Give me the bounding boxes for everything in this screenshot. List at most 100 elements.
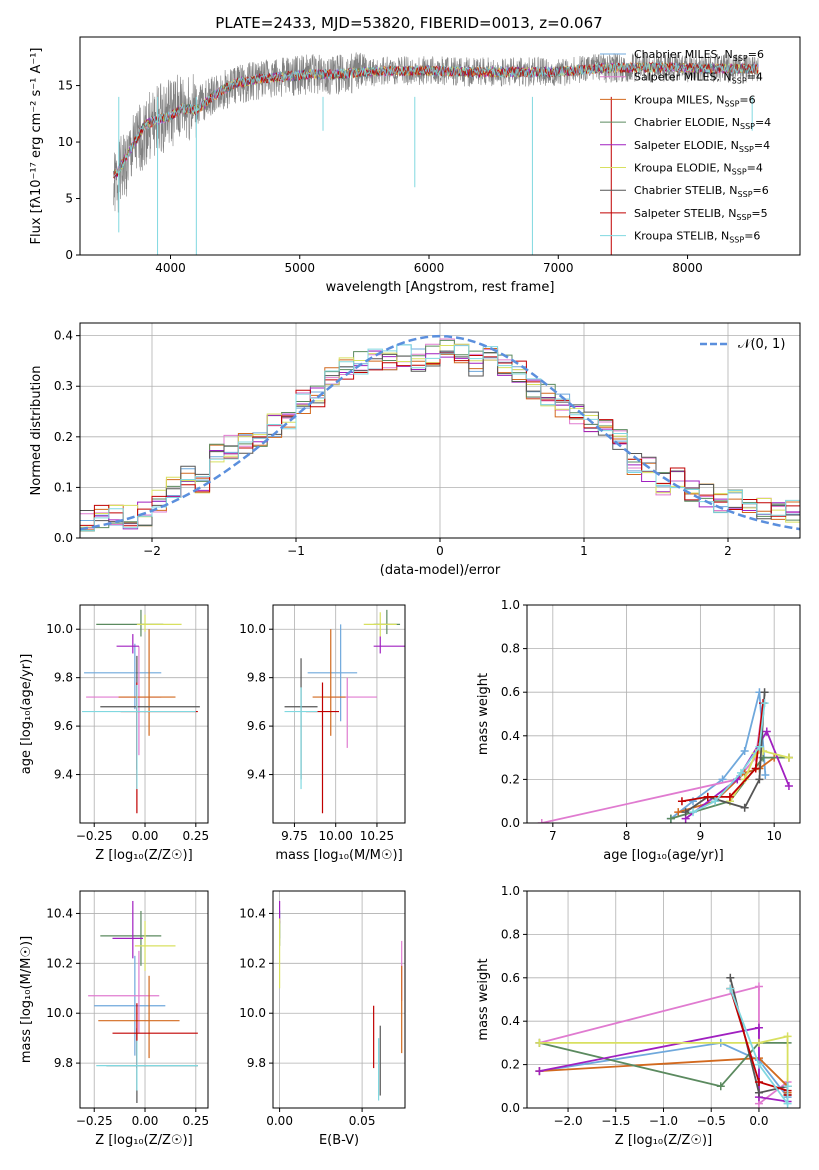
y-tick-label: 0.1: [54, 480, 73, 494]
panel-age-vs-mass: 9.75 10.00 10.25 9.4 9.6 9.8 10.0 mass [log₁₀(M…: [239, 604, 406, 863]
panel-mass-vs-EBV: 0.00 0.05 9.8 10.0 10.2 10.4 E(B-V): [239, 890, 406, 1148]
y-tick-label: 0.8: [501, 642, 520, 656]
x-axis-label: Z [log₁₀(Z/Z☉)]: [95, 848, 192, 863]
legend-label: Chabrier STELIB, NSSP=6: [634, 184, 769, 199]
x-axis-label: Z [log₁₀(Z/Z☉)]: [95, 1133, 192, 1148]
axes-frame: [79, 322, 801, 539]
panel-mass-weight-vs-age: 7 8 9 10 0.0 0.2 0.4 0.6 0.8 1.0 age [log₁₀(age/yr…: [476, 598, 801, 863]
y-tick-label: 15: [58, 79, 73, 93]
panel-mass-weight-vs-Z: −2.0 −1.5 −1.0 −0.5 0.0 0.0 0.2 0.4 0.6 0.8 1.0 Z […: [476, 884, 801, 1148]
weight-line: [539, 1041, 789, 1098]
plot-area: [279, 900, 403, 1101]
y-tick-label: 10.0: [239, 622, 266, 636]
y-tick-label: 0.0: [501, 1101, 520, 1115]
x-tick-label: 5000: [284, 261, 315, 275]
legend-label-subscript: SSP: [740, 122, 755, 131]
plot-area: [113, 52, 759, 255]
x-tick-label: 0.05: [349, 1114, 376, 1128]
weight-line: [685, 692, 766, 813]
y-tick-label: 0.2: [501, 1058, 520, 1072]
y-tick-label: 0.4: [501, 1014, 520, 1028]
axes-frame: [272, 604, 406, 824]
y-tick-label: 0.4: [501, 729, 520, 743]
x-tick-label: −0.5: [697, 1114, 726, 1128]
y-tick-label: 9.8: [247, 1056, 266, 1070]
y-axis-label: Flux [fλ10⁻¹⁷ erg cm⁻² s⁻¹ A⁻¹]: [29, 48, 44, 245]
weight-point: [666, 814, 675, 823]
legend-label: Chabrier MILES, NSSP=6: [634, 48, 764, 63]
x-tick-label: 8: [623, 829, 631, 843]
legend-label: Kroupa MILES, NSSP=6: [634, 93, 756, 108]
normal-curve: [80, 334, 800, 531]
weight-line: [681, 702, 765, 803]
legend-label-subscript: SSP: [729, 236, 744, 245]
y-tick-label: 0.0: [501, 816, 520, 830]
axes-frame: [526, 604, 801, 824]
plot-area: [82, 609, 200, 814]
x-tick-label: −2.0: [553, 1114, 582, 1128]
observed-spectrum-line: [113, 52, 759, 213]
legend-label-subscript: SSP: [738, 190, 753, 199]
x-tick-label: 0.0: [749, 1114, 768, 1128]
x-tick-label: −2: [143, 544, 161, 558]
y-axis-label: age [log₁₀(age/yr)]: [19, 654, 34, 775]
legend-label-subscript: SSP: [739, 145, 754, 154]
legend-label-suffix: =5: [751, 207, 767, 220]
legend-label-name: Salpeter MILES, N: [634, 71, 732, 84]
legend-label-suffix: =6: [739, 93, 755, 106]
y-tick-label: 0.4: [54, 329, 73, 343]
x-tick-label: 2: [724, 544, 732, 558]
legend-label: 𝒩(0, 1): [738, 337, 785, 352]
y-tick-label: 0.8: [501, 927, 520, 941]
y-tick-label: 1.0: [501, 884, 520, 898]
x-tick-label: −1.0: [649, 1114, 678, 1128]
weight-line: [729, 988, 789, 1107]
y-tick-label: 10.0: [46, 1006, 73, 1020]
x-tick-label: −1.5: [601, 1114, 630, 1128]
legend-label: Chabrier ELODIE, NSSP=4: [634, 116, 771, 131]
x-tick-label: 4000: [155, 261, 186, 275]
legend-label-suffix: =4: [755, 116, 771, 129]
weight-point: [674, 808, 683, 817]
y-tick-label: 0.3: [54, 379, 73, 393]
axes-frame: [79, 36, 801, 256]
x-axis-label: mass [log₁₀(M/M☉)]: [275, 848, 402, 863]
weight-point: [740, 803, 749, 812]
axes-frame: [526, 890, 801, 1109]
y-tick-label: 10.0: [239, 1006, 266, 1020]
x-tick-label: −0.25: [76, 1114, 113, 1128]
legend-label-suffix: =4: [747, 162, 763, 175]
weight-point: [726, 984, 735, 993]
x-tick-label: 6000: [414, 261, 445, 275]
weight-point: [755, 775, 764, 784]
y-axis-label: mass weight: [476, 958, 491, 1040]
weight-point: [535, 1067, 544, 1076]
legend-label-name: Salpeter ELODIE, N: [634, 139, 739, 152]
legend-label-name: Salpeter STELIB, N: [634, 207, 736, 220]
axes-frame: [272, 890, 406, 1109]
plot-area: [80, 334, 800, 538]
x-tick-label: 7000: [543, 261, 574, 275]
legend-label-name: Chabrier ELODIE, N: [634, 116, 740, 129]
legend-label-subscript: SSP: [732, 168, 747, 177]
y-tick-label: 0.0: [54, 531, 73, 545]
chart-title: PLATE=2433, MJD=53820, FIBERID=0013, z=0…: [215, 14, 602, 32]
plot-area: [284, 609, 405, 814]
axes-frame: [79, 604, 209, 824]
weight-point: [783, 1099, 792, 1108]
weight-point: [754, 1038, 763, 1047]
x-tick-label: 1: [580, 544, 588, 558]
legend-label-name: Kroupa ELODIE, N: [634, 162, 732, 175]
weight-point: [716, 1082, 725, 1091]
y-tick-label: 10.0: [46, 622, 73, 636]
y-axis-label: mass weight: [476, 673, 491, 755]
weight-point: [537, 819, 546, 823]
x-tick-label: 0.25: [182, 1114, 209, 1128]
legend-label: Kroupa ELODIE, NSSP=4: [634, 162, 763, 177]
legend-label-subscript: SSP: [724, 99, 739, 108]
weight-point: [689, 808, 698, 817]
weight-point: [703, 792, 712, 801]
weight-point: [754, 982, 763, 991]
weight-point: [760, 699, 769, 708]
